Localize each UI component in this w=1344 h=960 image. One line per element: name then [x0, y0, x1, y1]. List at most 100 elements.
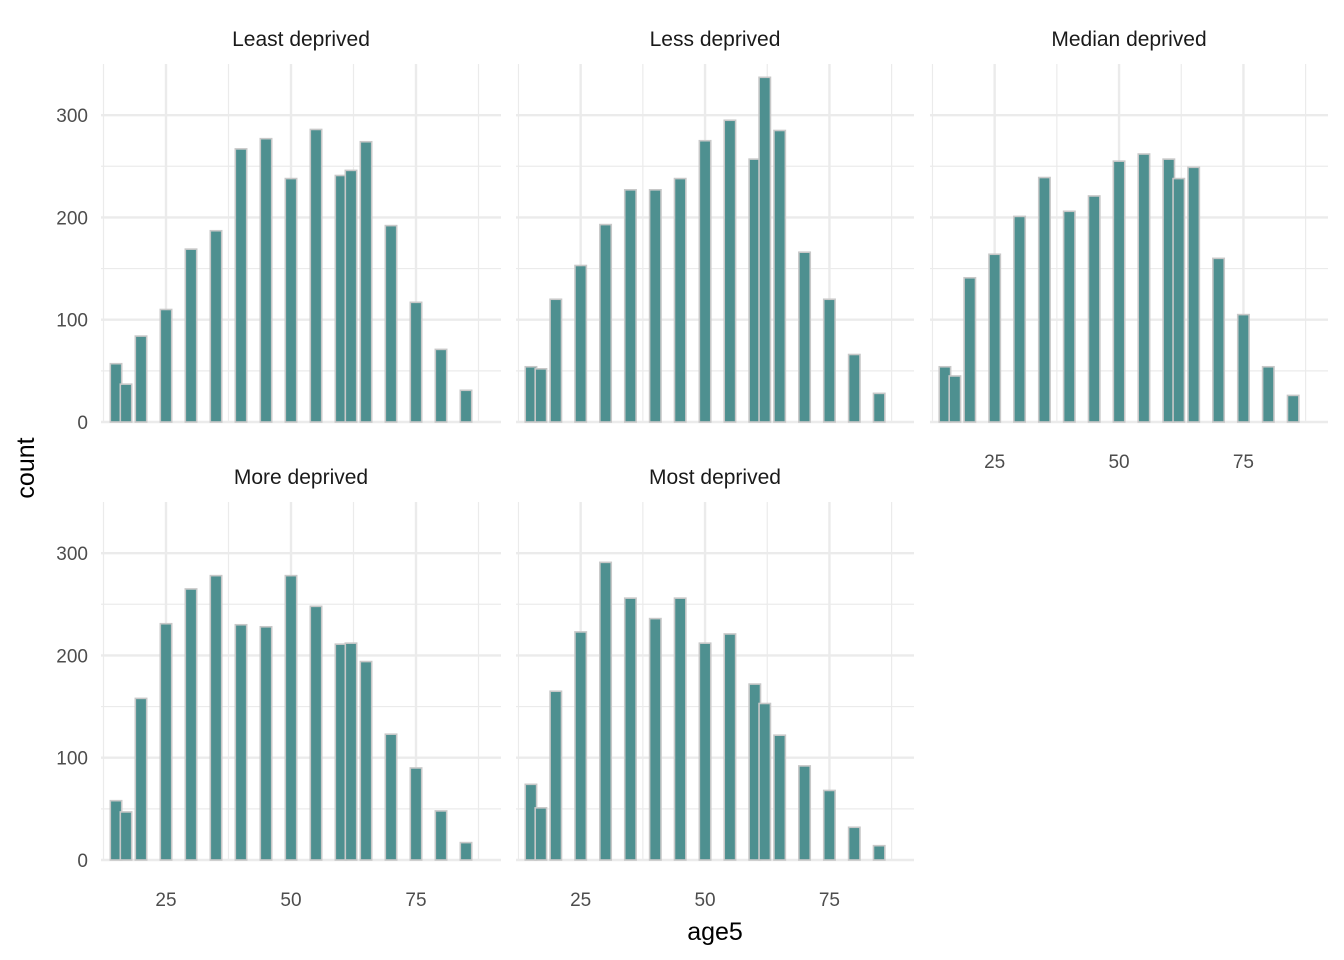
histogram-bar	[1137, 153, 1151, 423]
histogram-bar	[159, 622, 173, 861]
histogram-bar	[434, 810, 448, 861]
histogram-bar	[773, 129, 787, 423]
histogram-bar	[1261, 365, 1275, 423]
facet-panel: Median deprived 25 50 75	[930, 28, 1328, 473]
y-axis-title: count	[12, 437, 40, 498]
histogram-bar	[134, 335, 148, 423]
histogram-bar	[209, 229, 223, 423]
facet-title: Less deprived	[650, 28, 781, 51]
histogram-bar	[119, 811, 133, 861]
histogram-bar	[284, 574, 298, 861]
histogram-bar	[723, 633, 737, 861]
histogram-bar	[284, 177, 298, 423]
histogram-bar	[798, 765, 812, 861]
histogram-bar	[1112, 160, 1126, 423]
histogram-bar	[159, 308, 173, 423]
histogram-bar	[673, 597, 687, 861]
histogram-bar	[119, 383, 133, 423]
histogram-bar	[409, 301, 423, 423]
histogram-bar	[259, 137, 273, 423]
x-axis-title: age5	[687, 918, 743, 946]
histogram-bar	[359, 660, 373, 861]
histogram-bar	[723, 119, 737, 423]
y-tick-label: 200	[56, 208, 88, 229]
facet-title: Median deprived	[1051, 28, 1206, 51]
histogram-bar	[758, 76, 772, 423]
histogram-bar	[234, 148, 248, 423]
y-tick-label: 100	[56, 311, 88, 332]
histogram-bar	[184, 248, 198, 423]
histogram-bar	[1013, 215, 1027, 423]
histogram-bar	[1087, 195, 1101, 423]
histogram-bar	[599, 561, 613, 861]
facet-panel: Most deprived 25 50 75	[516, 466, 914, 911]
histogram-bar	[384, 224, 398, 423]
facet-title: Least deprived	[232, 28, 370, 51]
facet-panel: Less deprived	[516, 28, 914, 424]
histogram-bar	[673, 177, 687, 423]
histogram-bar	[773, 734, 787, 861]
y-tick-label: 100	[56, 749, 88, 770]
histogram-bar	[134, 697, 148, 861]
x-tick-label: 75	[405, 890, 426, 911]
y-tick-label: 0	[77, 413, 88, 434]
histogram-bar	[758, 702, 772, 861]
histogram-bar	[847, 826, 861, 861]
histogram-bar	[434, 348, 448, 423]
histogram-bar	[1172, 177, 1186, 423]
histogram-bar	[648, 189, 662, 423]
y-tick-label: 200	[56, 646, 88, 667]
x-tick-label: 50	[280, 890, 301, 911]
histogram-bar	[344, 642, 358, 861]
histogram-bar	[948, 375, 962, 423]
facet-title: More deprived	[234, 466, 368, 489]
histogram-bar	[309, 605, 323, 861]
histogram-bar	[459, 389, 473, 423]
histogram-bar	[234, 623, 248, 861]
x-tick-label: 50	[1108, 452, 1129, 473]
histogram-bar	[1062, 210, 1076, 423]
histogram-bar	[459, 841, 473, 861]
histogram-bar	[549, 298, 563, 423]
histogram-bar	[534, 807, 548, 861]
histogram-bar	[822, 298, 836, 423]
facet-title: Most deprived	[649, 466, 781, 489]
histogram-bar	[534, 368, 548, 423]
histogram-bar	[623, 597, 637, 861]
histogram-bar	[1037, 176, 1051, 423]
histogram-bar	[599, 223, 613, 423]
histogram-bar	[822, 789, 836, 861]
histogram-bar	[574, 631, 588, 861]
histogram-bar	[872, 392, 886, 423]
histogram-bar	[847, 353, 861, 423]
x-tick-label: 25	[155, 890, 176, 911]
facet-panel: More deprived 0 100 200 300 25 50 75	[56, 466, 501, 911]
histogram-bar	[798, 251, 812, 423]
histogram-bar	[359, 140, 373, 423]
histogram-bar	[648, 617, 662, 861]
facet-panel: Least deprived 0 100 200 300	[56, 28, 501, 434]
x-tick-label: 25	[984, 452, 1005, 473]
y-tick-label: 300	[56, 106, 88, 127]
histogram-bar	[549, 690, 563, 861]
histogram-bar	[1187, 166, 1201, 423]
x-tick-label: 50	[694, 890, 715, 911]
histogram-bar	[963, 276, 977, 423]
histogram-bar	[309, 128, 323, 423]
histogram-bar	[698, 642, 712, 861]
y-tick-label: 300	[56, 544, 88, 565]
x-tick-label: 75	[819, 890, 840, 911]
histogram-bar	[988, 253, 1002, 423]
histogram-bar	[184, 588, 198, 861]
histogram-bar	[698, 139, 712, 423]
histogram-bar	[1212, 257, 1226, 423]
histogram-bar	[623, 189, 637, 423]
y-tick-label: 0	[77, 851, 88, 872]
histogram-bar	[384, 733, 398, 861]
histogram-bar	[872, 844, 886, 861]
histogram-bar	[574, 264, 588, 423]
histogram-bar	[1236, 313, 1250, 423]
histogram-bar	[209, 574, 223, 861]
x-tick-label: 75	[1233, 452, 1254, 473]
